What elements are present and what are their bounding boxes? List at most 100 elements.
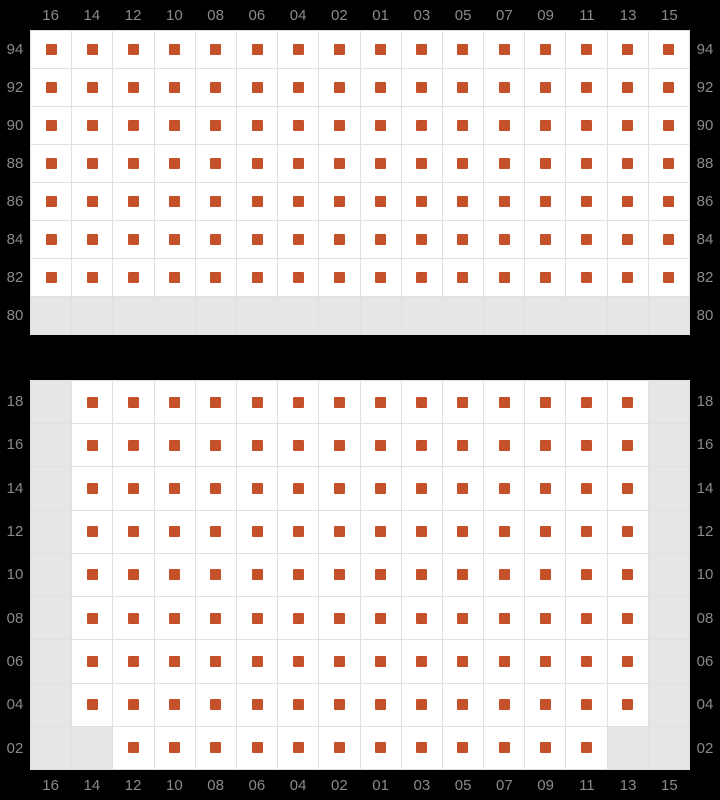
seat-cell[interactable] [72, 31, 112, 68]
seat-cell[interactable] [113, 183, 153, 220]
seat-cell[interactable] [278, 145, 318, 182]
seat-cell[interactable] [525, 640, 565, 682]
seat-cell[interactable] [31, 221, 71, 258]
seat-cell[interactable] [361, 69, 401, 106]
seat-cell[interactable] [608, 511, 648, 553]
seat-cell[interactable] [525, 381, 565, 423]
seat-cell[interactable] [443, 259, 483, 296]
seat-cell[interactable] [402, 381, 442, 423]
seat-cell[interactable] [278, 107, 318, 144]
seat-cell[interactable] [443, 31, 483, 68]
seat-cell[interactable] [113, 221, 153, 258]
seat-cell[interactable] [443, 107, 483, 144]
seat-cell[interactable] [566, 467, 606, 509]
seat-cell[interactable] [72, 640, 112, 682]
seat-cell[interactable] [361, 597, 401, 639]
seat-cell[interactable] [319, 424, 359, 466]
seat-cell[interactable] [484, 107, 524, 144]
seat-cell[interactable] [319, 511, 359, 553]
seat-cell[interactable] [484, 69, 524, 106]
seat-cell[interactable] [402, 259, 442, 296]
seat-cell[interactable] [443, 597, 483, 639]
seat-cell[interactable] [566, 145, 606, 182]
seat-cell[interactable] [237, 511, 277, 553]
seat-cell[interactable] [484, 727, 524, 769]
seat-cell[interactable] [237, 424, 277, 466]
seat-cell[interactable] [484, 221, 524, 258]
seat-cell[interactable] [113, 424, 153, 466]
seat-cell[interactable] [525, 684, 565, 726]
seat-cell[interactable] [319, 381, 359, 423]
seat-cell[interactable] [525, 511, 565, 553]
seat-cell[interactable] [278, 183, 318, 220]
seat-cell[interactable] [237, 640, 277, 682]
seat-cell[interactable] [608, 69, 648, 106]
seat-cell[interactable] [566, 381, 606, 423]
seat-cell[interactable] [237, 69, 277, 106]
seat-cell[interactable] [278, 259, 318, 296]
seat-cell[interactable] [361, 684, 401, 726]
seat-cell[interactable] [443, 69, 483, 106]
seat-cell[interactable] [566, 684, 606, 726]
seat-cell[interactable] [31, 107, 71, 144]
seat-cell[interactable] [566, 183, 606, 220]
seat-cell[interactable] [443, 467, 483, 509]
seat-cell[interactable] [649, 259, 689, 296]
seat-cell[interactable] [566, 31, 606, 68]
seat-cell[interactable] [155, 259, 195, 296]
seat-cell[interactable] [443, 554, 483, 596]
seat-cell[interactable] [72, 424, 112, 466]
seat-cell[interactable] [196, 381, 236, 423]
seat-cell[interactable] [402, 597, 442, 639]
seat-cell[interactable] [155, 107, 195, 144]
seat-cell[interactable] [113, 511, 153, 553]
seat-cell[interactable] [608, 145, 648, 182]
seat-cell[interactable] [278, 69, 318, 106]
seat-cell[interactable] [402, 69, 442, 106]
seat-cell[interactable] [525, 145, 565, 182]
seat-cell[interactable] [525, 69, 565, 106]
seat-cell[interactable] [608, 259, 648, 296]
seat-cell[interactable] [525, 183, 565, 220]
seat-cell[interactable] [31, 31, 71, 68]
seat-cell[interactable] [566, 259, 606, 296]
seat-cell[interactable] [608, 31, 648, 68]
seat-cell[interactable] [155, 183, 195, 220]
seat-cell[interactable] [443, 511, 483, 553]
seat-cell[interactable] [72, 381, 112, 423]
seat-cell[interactable] [196, 640, 236, 682]
seat-cell[interactable] [278, 640, 318, 682]
seat-cell[interactable] [113, 107, 153, 144]
seat-cell[interactable] [113, 381, 153, 423]
seat-cell[interactable] [196, 259, 236, 296]
seat-cell[interactable] [361, 554, 401, 596]
seat-cell[interactable] [361, 727, 401, 769]
seat-cell[interactable] [196, 467, 236, 509]
seat-cell[interactable] [649, 221, 689, 258]
seat-cell[interactable] [608, 597, 648, 639]
seat-cell[interactable] [237, 381, 277, 423]
seat-cell[interactable] [155, 554, 195, 596]
seat-cell[interactable] [155, 511, 195, 553]
seat-cell[interactable] [278, 31, 318, 68]
seat-cell[interactable] [484, 259, 524, 296]
seat-cell[interactable] [196, 183, 236, 220]
seat-cell[interactable] [237, 684, 277, 726]
seat-cell[interactable] [237, 183, 277, 220]
seat-cell[interactable] [484, 381, 524, 423]
seat-cell[interactable] [566, 640, 606, 682]
seat-cell[interactable] [72, 259, 112, 296]
seat-cell[interactable] [361, 145, 401, 182]
seat-cell[interactable] [525, 107, 565, 144]
seat-cell[interactable] [566, 554, 606, 596]
seat-cell[interactable] [155, 31, 195, 68]
seat-cell[interactable] [484, 424, 524, 466]
seat-cell[interactable] [237, 107, 277, 144]
seat-cell[interactable] [72, 69, 112, 106]
seat-cell[interactable] [566, 511, 606, 553]
seat-cell[interactable] [484, 145, 524, 182]
seat-cell[interactable] [278, 381, 318, 423]
seat-cell[interactable] [319, 145, 359, 182]
seat-cell[interactable] [72, 107, 112, 144]
seat-cell[interactable] [402, 554, 442, 596]
